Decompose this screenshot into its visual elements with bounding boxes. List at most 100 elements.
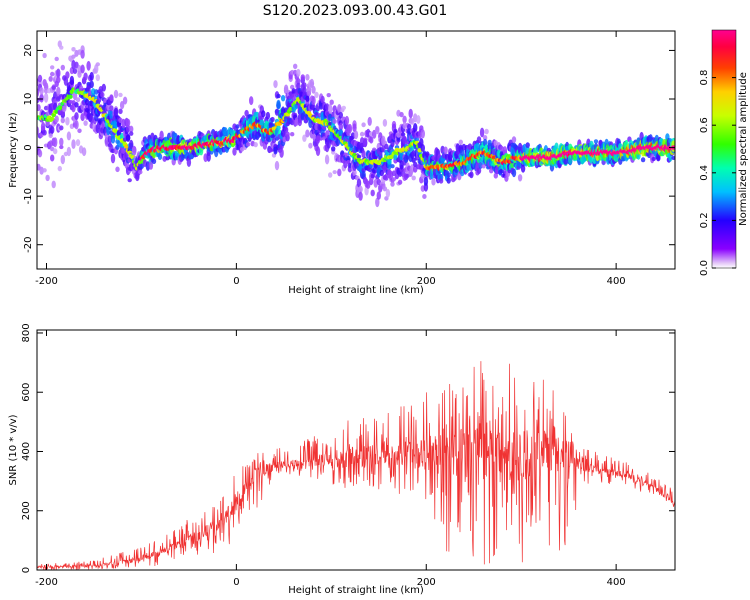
snr-y-tick-label-1: 200 bbox=[21, 501, 32, 520]
spectrogram-cell-1303 bbox=[314, 91, 319, 98]
spectrogram-cell-144 bbox=[66, 146, 72, 157]
spectrogram-cell-1235 bbox=[300, 74, 305, 81]
spectrogram-cell-1648 bbox=[382, 119, 388, 127]
spectrogram-cell-2281 bbox=[502, 146, 508, 155]
spectrogram-cell-1210 bbox=[296, 68, 301, 77]
spectrogram-cell-369 bbox=[110, 153, 116, 164]
spectrogram-cell-42 bbox=[43, 92, 49, 103]
spectrogram-cell-2104 bbox=[469, 171, 474, 179]
spectrogram-cell-1177 bbox=[290, 84, 295, 90]
spectrogram-cell-256 bbox=[89, 80, 94, 89]
spectrogram-cell-99 bbox=[56, 86, 61, 97]
spectrogram-cell-515 bbox=[139, 163, 144, 169]
spectrogram-cell-891 bbox=[235, 124, 240, 129]
spectrogram-cell-1730 bbox=[397, 179, 403, 185]
colorbar-tick-label-2: 0.4 bbox=[699, 165, 710, 181]
spectrogram-cell-1812 bbox=[413, 123, 418, 133]
spectrogram-cell-1380 bbox=[329, 99, 334, 105]
spectrogram-x-tick-label-0: -200 bbox=[35, 276, 58, 287]
spectrogram-cell-1543 bbox=[361, 150, 366, 159]
spectrogram-cell-1784 bbox=[408, 108, 413, 119]
spectrogram-cell-1026 bbox=[261, 110, 266, 118]
spectrogram-cell-240 bbox=[86, 60, 91, 71]
spectrogram-cell-209 bbox=[80, 49, 85, 59]
spectrogram-cell-2174 bbox=[482, 135, 488, 141]
spectrogram-cell-1621 bbox=[376, 191, 381, 200]
spectrogram-cell-1856 bbox=[422, 194, 427, 199]
spectrogram-cell-1800 bbox=[411, 175, 416, 181]
spectrogram-panel: -200 0 200 400 -20 -10 0 10 20 Frequency (Hz) He… bbox=[8, 30, 676, 296]
spectrogram-cell-1145 bbox=[283, 126, 289, 133]
spectrogram-cell-1393 bbox=[332, 119, 337, 124]
spectrogram-cell-2331 bbox=[511, 168, 517, 178]
spectrogram-cell-2060 bbox=[460, 149, 465, 156]
spectrogram-cell-877 bbox=[232, 147, 237, 156]
spectrogram-cell-359 bbox=[109, 105, 114, 112]
snr-x-tick-label-3: 400 bbox=[607, 577, 626, 588]
spectrogram-heatmap bbox=[37, 31, 675, 208]
spectrogram-cell-403 bbox=[118, 108, 123, 115]
spectrogram-cell-1690 bbox=[390, 181, 395, 187]
spectrogram-cell-32 bbox=[40, 121, 46, 132]
spectrogram-cell-507 bbox=[138, 169, 143, 175]
spectrogram-cell-102 bbox=[56, 76, 61, 84]
colorbar-frame bbox=[711, 29, 737, 269]
spectrogram-cell-26 bbox=[39, 87, 44, 95]
spectrogram-cell-1329 bbox=[320, 95, 325, 104]
spectrogram-cell-174 bbox=[72, 68, 78, 74]
spectrogram-cell-44 bbox=[43, 82, 49, 91]
chart-title: S120.2023.093.00.43.G01 bbox=[263, 3, 448, 19]
snr-x-tick-label-2: 200 bbox=[417, 577, 436, 588]
spectrogram-cell-35 bbox=[42, 129, 47, 136]
spectrogram-cell-1257 bbox=[305, 74, 310, 81]
spectrogram-cell-226 bbox=[83, 72, 88, 81]
spectrogram-cell-1828 bbox=[416, 115, 421, 124]
spectrogram-cell-122 bbox=[60, 64, 65, 71]
spectrogram-cell-119 bbox=[60, 117, 65, 124]
spectrogram-cell-112 bbox=[59, 145, 64, 150]
spectrogram-cell-585 bbox=[157, 153, 163, 160]
spectrogram-cell-1811 bbox=[413, 161, 418, 167]
spectrogram-y-tick-label-4: 20 bbox=[23, 44, 34, 57]
spectrogram-cell-1851 bbox=[420, 144, 425, 152]
spectrogram-cell-195 bbox=[77, 70, 82, 78]
spectrogram-cell-1866 bbox=[423, 176, 429, 186]
spectrogram-cell-1287 bbox=[311, 85, 316, 94]
spectrogram-cell-1460 bbox=[344, 115, 350, 126]
spectrogram-x-axis-label: Height of straight line (km) bbox=[288, 285, 424, 296]
spectrogram-cell-79 bbox=[51, 85, 56, 90]
spectrogram-cell-1688 bbox=[390, 164, 395, 169]
spectrogram-cell-100 bbox=[56, 68, 61, 78]
spectrogram-cell-17 bbox=[37, 74, 43, 83]
spectrogram-cell-51 bbox=[45, 174, 50, 182]
spectrogram-cell-405 bbox=[118, 117, 123, 124]
spectrogram-cell-1427 bbox=[338, 122, 343, 131]
spectrogram-cell-196 bbox=[77, 128, 82, 134]
snr-y-tick-label-3: 600 bbox=[21, 383, 32, 402]
spectrogram-cell-1309 bbox=[315, 146, 321, 157]
spectrogram-cell-68 bbox=[50, 71, 55, 77]
spectrogram-cell-1352 bbox=[324, 154, 330, 165]
spectrogram-cell-1735 bbox=[399, 111, 404, 118]
spectrogram-cell-264 bbox=[91, 88, 96, 96]
spectrogram-y-tick-label-2: 0 bbox=[23, 144, 34, 150]
spectrogram-cell-1579 bbox=[369, 136, 374, 144]
spectrogram-cell-1188 bbox=[291, 93, 296, 102]
spectrogram-cell-169 bbox=[71, 47, 76, 52]
spectrogram-cell-143 bbox=[66, 131, 72, 141]
spectrogram-cell-1282 bbox=[309, 78, 315, 88]
spectrogram-cell-393 bbox=[115, 166, 120, 173]
spectrogram-cell-2232 bbox=[493, 172, 498, 179]
spectrogram-cell-69 bbox=[50, 154, 55, 162]
spectrogram-cell-1364 bbox=[326, 93, 331, 98]
spectrogram-cell-1751 bbox=[402, 121, 407, 130]
spectrogram-y-tick-label-1: -10 bbox=[23, 188, 34, 204]
spectrogram-y-tick-label-0: -20 bbox=[23, 237, 34, 253]
snr-frame bbox=[36, 329, 676, 571]
spectrogram-cell-1178 bbox=[290, 132, 295, 137]
spectrogram-cell-1135 bbox=[280, 95, 286, 102]
spectrogram-cell-2803 bbox=[601, 160, 606, 166]
spectrogram-cell-778 bbox=[206, 152, 211, 162]
spectrogram-cell-1903 bbox=[431, 178, 436, 186]
